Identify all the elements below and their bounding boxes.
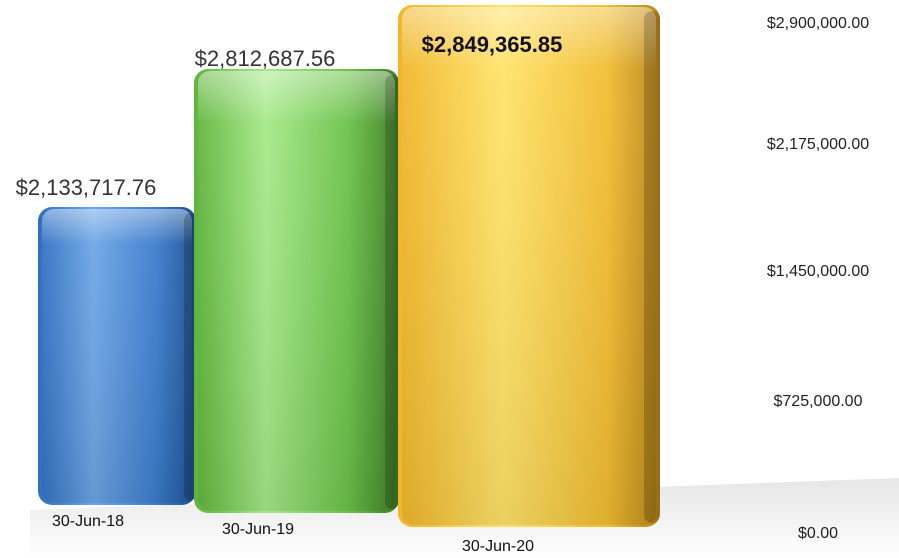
gridline (660, 143, 740, 173)
bar-side (385, 75, 399, 509)
category-label: 30-Jun-18 (52, 513, 124, 530)
bar (194, 69, 399, 513)
bar (398, 5, 660, 527)
gridline-fragment (98, 128, 196, 152)
bar-highlight (402, 7, 656, 525)
y-tick-label: $2,175,000.00 (767, 136, 869, 153)
y-tick-label: $725,000.00 (774, 393, 863, 410)
y-tick-label: $1,450,000.00 (767, 263, 869, 280)
bar-side (184, 213, 196, 501)
value-label: $2,812,687.56 (195, 46, 336, 71)
category-label: 30-Jun-20 (462, 538, 534, 555)
y-tick-label: $0.00 (798, 525, 838, 542)
bar-highlight (198, 71, 395, 511)
category-label: 30-Jun-19 (222, 521, 294, 538)
y-tick-label: $2,900,000.00 (767, 15, 869, 32)
gridline (660, 22, 740, 70)
gridline (660, 270, 740, 282)
bar-highlight (42, 209, 192, 503)
value-label: $2,133,717.76 (16, 175, 157, 200)
value-label: $2,849,365.85 (422, 32, 563, 57)
gridline (660, 394, 740, 400)
bar-side (644, 11, 660, 523)
bar (38, 207, 196, 505)
